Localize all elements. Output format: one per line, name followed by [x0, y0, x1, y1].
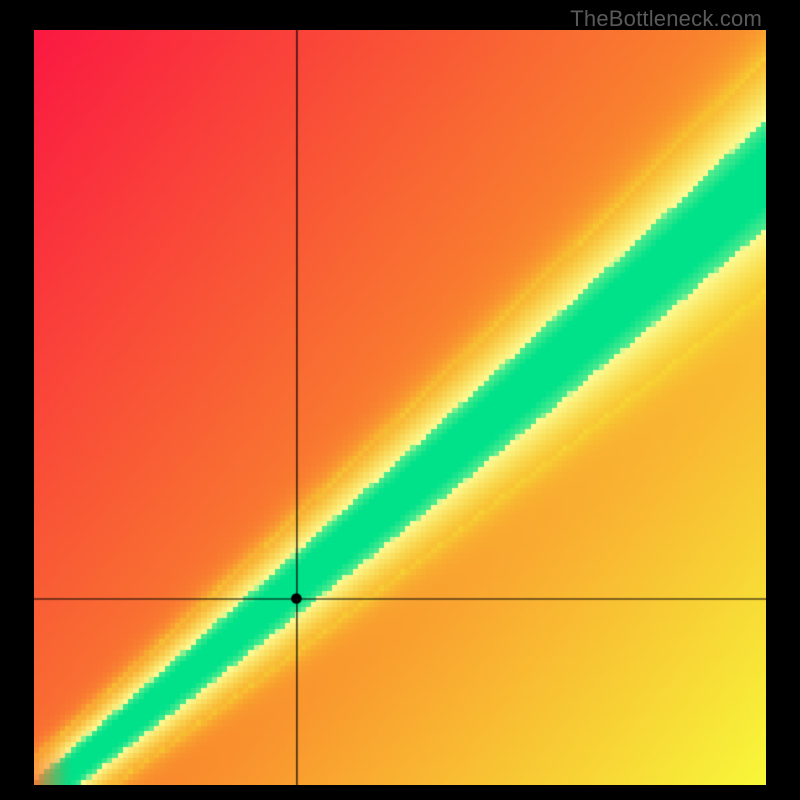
watermark-text: TheBottleneck.com [570, 6, 762, 32]
bottleneck-heatmap [34, 30, 766, 785]
